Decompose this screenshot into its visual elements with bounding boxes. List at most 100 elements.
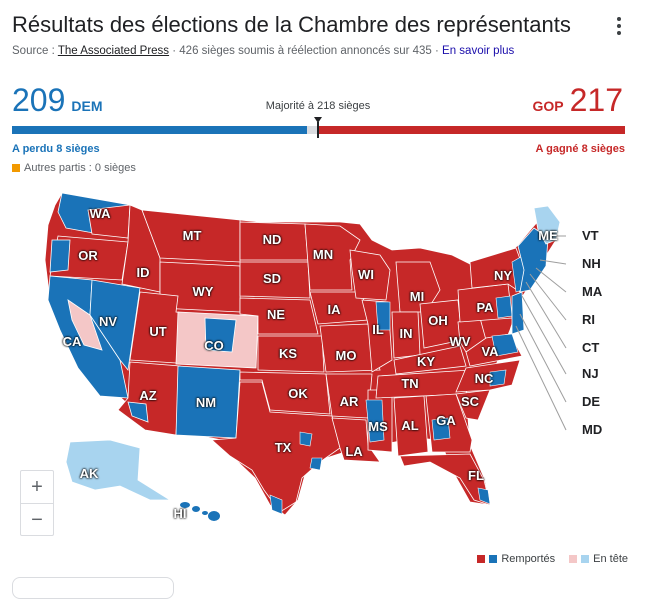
state-label-id: ID [136,265,150,280]
state-wi[interactable] [349,249,391,301]
state-label-ut: UT [149,324,167,339]
callout-label-ri: RI [582,312,595,327]
state-label-sc: SC [460,394,480,409]
legend-swatch-dem-leading [581,555,590,563]
gop-change-label: A gagné 8 sièges [535,143,625,155]
state-label-sd: SD [262,271,282,286]
others-text: Autres partis : 0 sièges [24,162,136,174]
state-ne[interactable] [239,297,319,335]
state-label-in: IN [399,326,413,341]
state-label-nc: NC [474,371,494,386]
state-label-la: LA [345,444,363,459]
state-label-mi: MI [409,289,425,304]
state-label-va: VA [481,344,499,359]
state-nc-dem[interactable] [489,369,507,387]
state-label-az: AZ [139,388,157,403]
callout-label-md: MD [582,422,603,437]
callout-label-ma: MA [582,284,603,299]
legend-reported: Remportés [501,553,556,565]
state-fl[interactable] [399,453,491,506]
more-options-icon[interactable] [610,14,628,38]
gop-bar-fill [319,126,625,134]
state-me[interactable] [533,205,561,245]
state-label-mt: MT [182,228,202,243]
legend-swatch-gop-reported [477,555,486,563]
source-link[interactable]: The Associated Press [57,45,170,57]
state-nv[interactable] [89,279,141,371]
others-swatch [12,164,20,172]
state-mn[interactable] [304,223,361,291]
state-or-coast[interactable] [49,239,71,273]
dem-seat-count: 209 [12,82,66,118]
state-label-ky: KY [416,354,436,369]
state-label-wa: WA [89,206,111,221]
state-tx[interactable] [211,381,341,513]
majority-label: Majorité à 218 sièges [265,100,371,112]
state-tx-dem-3[interactable] [309,457,323,471]
state-mi[interactable] [395,261,441,313]
state-il-dem[interactable] [375,301,391,331]
map-legend: Remportés En tête [477,553,628,565]
state-label-ny: NY [493,268,513,283]
state-hi[interactable] [180,502,220,521]
state-label-ms: MS [368,419,388,434]
bottom-panel [12,577,174,599]
state-mo[interactable] [319,323,381,373]
state-tx-dem-2[interactable] [299,431,313,447]
state-ga-dem[interactable] [431,417,451,441]
state-label-ga: GA [436,413,456,428]
page-title: Résultats des élections de la Chambre de… [12,12,571,37]
state-label-or: OR [78,248,98,263]
majority-marker-icon [314,117,322,123]
state-label-oh: OH [428,313,448,328]
state-label-nv: NV [98,314,118,329]
seat-progress-bar [12,126,625,134]
zoom-out-button[interactable]: − [31,508,43,531]
state-fl-dem[interactable] [477,487,491,505]
dem-change-label: A perdu 8 sièges [12,143,100,155]
state-label-ks: KS [278,346,298,361]
legend-leading: En tête [593,553,628,565]
state-ky[interactable] [393,345,467,375]
gop-party-label: GOP [532,98,564,114]
state-label-ia: IA [327,302,341,317]
legend-swatch-dem-reported [489,555,498,563]
state-label-tx: TX [274,440,292,455]
zoom-in-button[interactable]: + [21,471,53,504]
others-label: Autres partis : 0 sièges [12,162,136,174]
state-label-al: AL [401,418,419,433]
state-pa-dem[interactable] [495,295,513,319]
learn-more-link[interactable]: En savoir plus [442,45,515,57]
source-label: Source : [12,45,55,57]
callout-label-ct: CT [582,340,600,355]
state-label-wv: WV [449,334,471,349]
state-az-dem[interactable] [127,401,149,423]
state-tx-dem-1[interactable] [269,494,283,515]
state-ca-leading[interactable] [67,299,103,351]
state-label-ok: OK [288,386,308,401]
state-label-ar: AR [339,394,359,409]
state-label-mn: MN [312,247,334,262]
state-label-nd: ND [262,232,282,247]
source-line: Source : The Associated Press · 426 sièg… [12,45,514,57]
state-label-fl: FL [468,468,484,483]
dem-bar-fill [12,126,307,134]
state-new-england[interactable] [517,227,549,293]
state-sd[interactable] [239,261,311,299]
state-label-mo: MO [335,348,357,363]
gop-tally: GOP 217 [532,82,623,119]
state-va-dem[interactable] [491,333,519,357]
dem-tally: 209 DEM [12,82,103,119]
state-sc[interactable] [455,389,491,421]
state-label-il: IL [372,322,384,337]
state-co-dem[interactable] [204,317,237,353]
state-ms-dem[interactable] [365,399,385,443]
state-nj-md[interactable] [511,291,525,335]
state-label-nm: NM [195,395,217,410]
state-la[interactable] [331,417,381,463]
state-ks[interactable] [257,335,325,373]
state-ak[interactable] [65,439,172,501]
state-al[interactable] [393,395,429,457]
us-house-map[interactable] [0,180,650,540]
callout-label-nj: NJ [582,366,599,381]
